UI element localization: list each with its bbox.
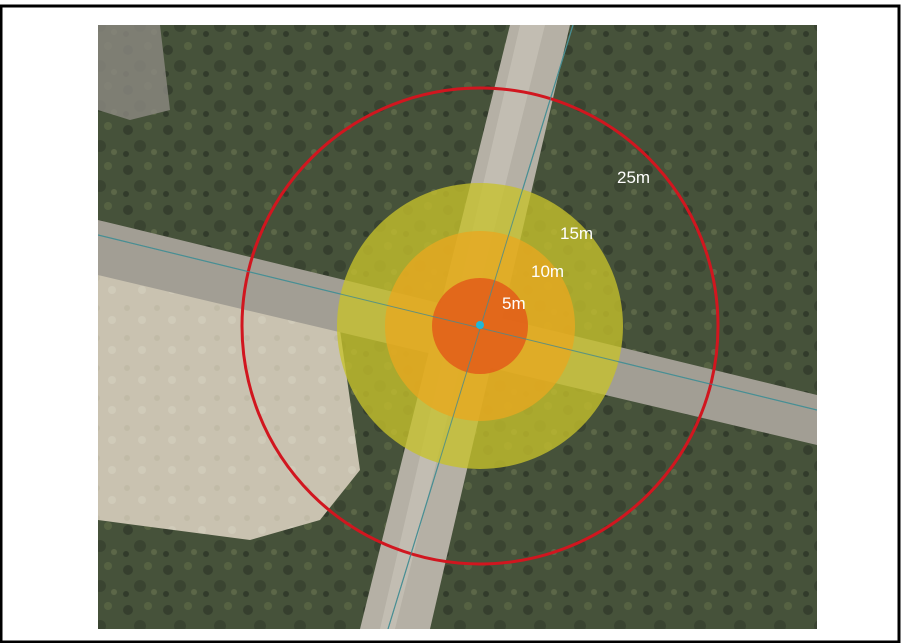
ring-label-5m: 5m [502,294,526,313]
center-point-marker [476,321,484,329]
aerial-image [98,25,817,629]
ring-25m [240,86,720,566]
ring-label-10m: 10m [531,262,564,281]
guide-line-horizontal-overlay [98,234,817,411]
ring-label-15m: 15m [560,224,593,243]
building-roof [98,25,170,120]
figure-border [0,4,901,643]
ring-label-25m: 25m [617,168,650,187]
